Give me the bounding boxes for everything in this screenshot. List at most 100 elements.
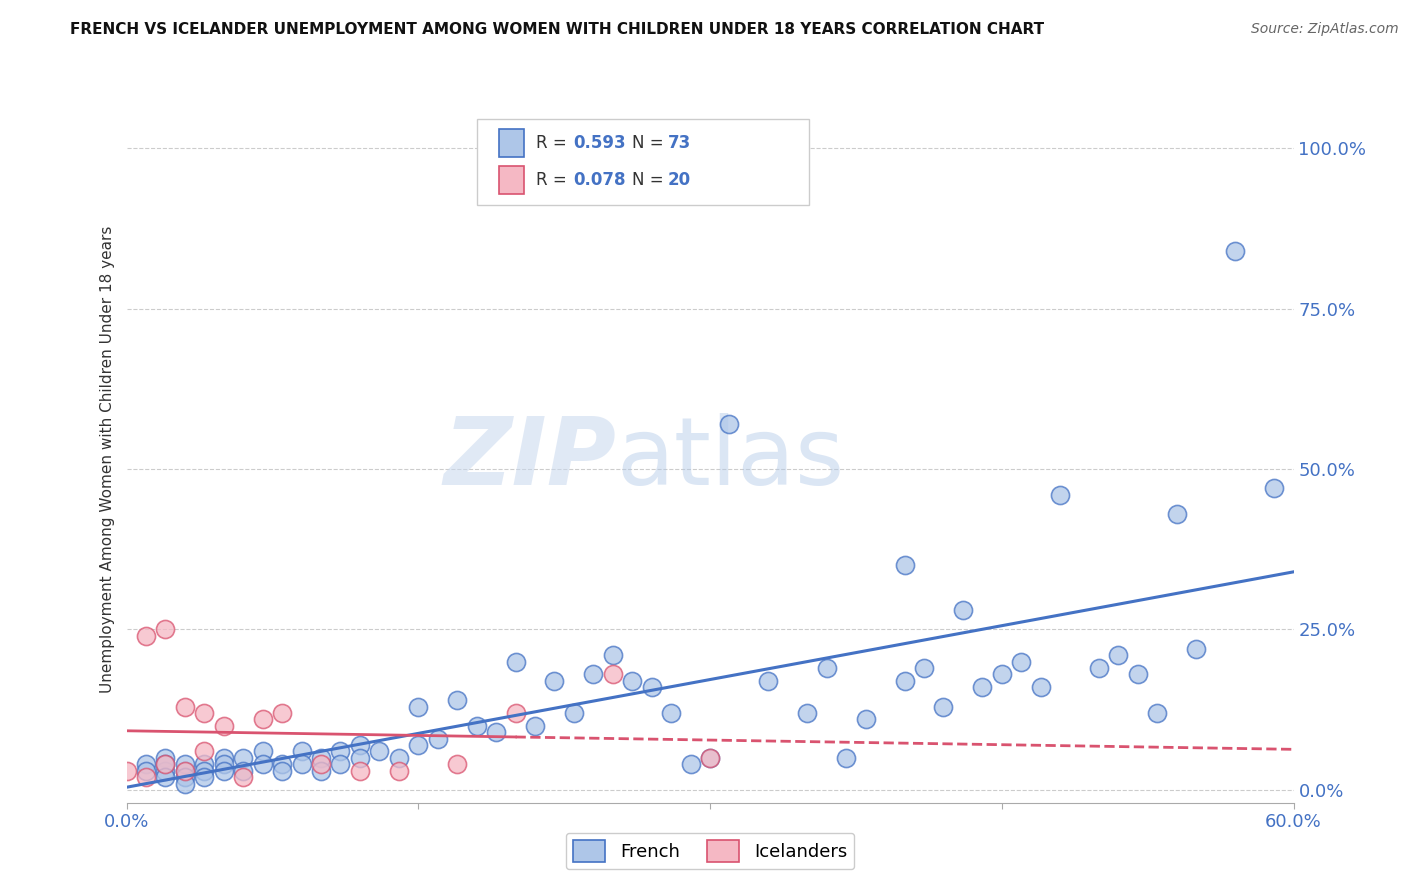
Point [1049,488,1071,502]
Text: ZIP: ZIP [444,413,617,506]
Text: N =: N = [631,134,664,152]
Point [1185,641,1208,656]
Point [1108,648,1130,662]
Point [1166,507,1188,521]
Text: 0.078: 0.078 [574,171,626,189]
Point [155,623,177,637]
Text: 73: 73 [668,134,692,152]
Point [426,731,449,746]
Point [699,751,721,765]
Point [641,680,664,694]
Point [1223,244,1246,258]
Point [1010,655,1032,669]
Point [271,764,294,778]
Point [408,699,430,714]
Point [212,764,235,778]
Point [329,744,352,758]
Legend: French, Icelanders: French, Icelanders [565,833,855,870]
Text: R =: R = [536,171,567,189]
Point [174,764,197,778]
Point [699,751,721,765]
Point [309,757,332,772]
Point [952,603,974,617]
Point [309,764,332,778]
FancyBboxPatch shape [499,167,524,194]
Point [485,725,508,739]
Point [135,764,157,778]
Point [505,706,527,720]
Point [388,751,411,765]
Point [523,719,546,733]
Point [135,757,157,772]
Text: R =: R = [536,134,567,152]
Point [193,706,215,720]
Point [446,757,468,772]
Point [1263,481,1285,495]
Point [155,751,177,765]
Point [659,706,682,720]
Point [408,738,430,752]
Point [174,757,197,772]
Point [815,661,838,675]
Point [756,673,779,688]
Point [893,558,915,573]
Point [621,673,644,688]
Point [972,680,994,694]
Point [582,667,605,681]
Point [174,770,197,784]
Point [252,744,274,758]
Point [1029,680,1052,694]
Point [1126,667,1149,681]
Point [368,744,391,758]
Point [349,738,371,752]
Point [193,764,215,778]
Point [135,629,157,643]
Point [271,706,294,720]
Point [193,770,215,784]
Point [796,706,818,720]
Point [349,751,371,765]
Point [1146,706,1168,720]
Text: 20: 20 [668,171,692,189]
Text: N =: N = [631,171,664,189]
Point [465,719,488,733]
Text: FRENCH VS ICELANDER UNEMPLOYMENT AMONG WOMEN WITH CHILDREN UNDER 18 YEARS CORREL: FRENCH VS ICELANDER UNEMPLOYMENT AMONG W… [70,22,1045,37]
Point [193,744,215,758]
Text: atlas: atlas [617,413,845,506]
Point [349,764,371,778]
Point [543,673,565,688]
Point [155,770,177,784]
FancyBboxPatch shape [477,120,810,205]
Point [212,757,235,772]
Point [174,699,197,714]
Text: Source: ZipAtlas.com: Source: ZipAtlas.com [1251,22,1399,37]
Point [562,706,585,720]
Point [893,673,915,688]
Point [193,757,215,772]
Point [446,693,468,707]
Point [718,417,741,431]
Text: 0.593: 0.593 [574,134,626,152]
Point [271,757,294,772]
Point [679,757,702,772]
Point [388,764,411,778]
Point [232,764,254,778]
Point [912,661,935,675]
Point [212,751,235,765]
Point [855,712,877,726]
Point [990,667,1012,681]
Point [232,751,254,765]
Point [329,757,352,772]
Y-axis label: Unemployment Among Women with Children Under 18 years: Unemployment Among Women with Children U… [100,226,115,693]
Point [155,764,177,778]
Point [505,655,527,669]
Point [155,757,177,772]
Point [135,770,157,784]
Point [212,719,235,733]
Point [115,764,138,778]
Point [155,757,177,772]
Point [290,744,312,758]
Point [290,757,312,772]
Point [174,776,197,790]
Point [602,648,624,662]
